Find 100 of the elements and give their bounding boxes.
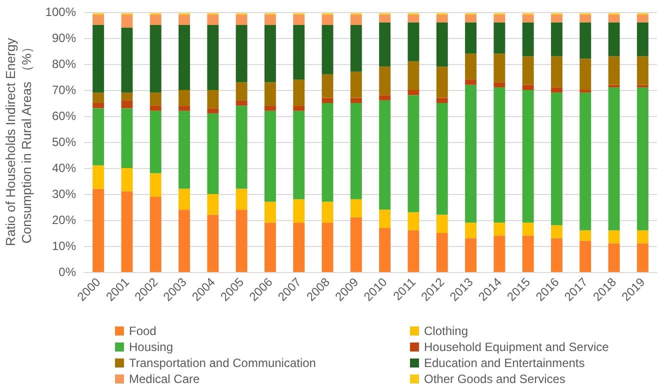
bar: [264, 202, 276, 223]
bar: [92, 25, 104, 93]
legend-label: Transportation and Communication: [129, 356, 316, 370]
bar: [636, 230, 648, 244]
bar: [522, 14, 534, 22]
bar: [350, 103, 362, 200]
bar: [121, 168, 133, 192]
bar: [207, 194, 219, 215]
bar: [608, 22, 620, 56]
bar: [550, 225, 562, 238]
bar: [550, 92, 562, 226]
y-tick-label: 70%: [52, 83, 76, 97]
bar: [264, 106, 276, 111]
bar: [436, 66, 448, 98]
bar: [465, 54, 477, 80]
bar: [322, 14, 334, 25]
bar: [522, 56, 534, 85]
legend-label: Household Equipment and Service: [424, 340, 610, 354]
bar: [121, 92, 133, 100]
bar: [436, 214, 448, 233]
bar: [350, 72, 362, 98]
bar: [436, 233, 448, 272]
legend-label: Food: [129, 324, 156, 338]
bar: [92, 188, 104, 272]
bar: [550, 22, 562, 56]
bar: [436, 14, 448, 22]
bar: [264, 14, 276, 25]
bar: [207, 14, 219, 25]
bar: [150, 110, 162, 174]
bar: [608, 230, 620, 244]
bar: [178, 14, 190, 25]
bar: [408, 22, 420, 62]
bar: [236, 82, 248, 100]
bar: [608, 243, 620, 272]
y-tick-label: 20%: [52, 213, 76, 227]
bar: [379, 14, 391, 22]
bar: [350, 14, 362, 25]
bar: [178, 90, 190, 106]
bar: [494, 14, 506, 22]
bar: [92, 108, 104, 166]
bar: [465, 84, 477, 223]
legend-label: Clothing: [424, 324, 468, 338]
bar: [236, 188, 248, 210]
bar: [178, 188, 190, 210]
bar: [350, 199, 362, 218]
legend-label: Other Goods and Services: [424, 372, 566, 386]
y-axis-title: Ratio of Households Indirect Energy Consumption in Rural Areas （%）: [2, 37, 34, 246]
bar: [236, 210, 248, 272]
y-tick-label: 100%: [45, 5, 76, 19]
bar: [236, 25, 248, 82]
bar: [150, 106, 162, 111]
y-tick-label: 40%: [52, 161, 76, 175]
bar: [608, 87, 620, 230]
bar: [636, 22, 648, 56]
bar: [379, 66, 391, 96]
bar: [121, 191, 133, 272]
bar: [465, 222, 477, 238]
bar: [150, 92, 162, 106]
bar: [150, 196, 162, 272]
bar: [636, 14, 648, 22]
bar: [408, 14, 420, 22]
bar: [408, 61, 420, 90]
bar: [436, 98, 448, 103]
bar: [522, 90, 534, 223]
bar: [293, 106, 305, 111]
y-tick-label: 60%: [52, 109, 76, 123]
bar: [636, 243, 648, 272]
bar: [293, 199, 305, 223]
bar: [92, 103, 104, 108]
bar: [236, 106, 248, 189]
bar: [522, 22, 534, 56]
bar: [494, 236, 506, 272]
bar: [494, 87, 506, 223]
y-tick-label: 80%: [52, 57, 76, 71]
bar: [293, 110, 305, 200]
bar: [178, 106, 190, 111]
bar: [608, 56, 620, 85]
bar: [550, 56, 562, 88]
bar: [408, 95, 420, 212]
bar: [494, 222, 506, 236]
bar: [608, 84, 620, 88]
bar: [264, 222, 276, 272]
bar: [408, 90, 420, 96]
legend-label: Education and Entertainments: [424, 356, 585, 370]
bar: [207, 90, 219, 108]
bar: [580, 22, 592, 59]
bar: [264, 110, 276, 202]
bar: [550, 87, 562, 93]
y-tick-label: 0%: [58, 265, 76, 279]
bar: [150, 25, 162, 93]
bar: [293, 14, 305, 25]
bar: [322, 222, 334, 272]
bar: [465, 80, 477, 85]
bar: [207, 214, 219, 272]
bar: [580, 14, 592, 22]
bar: [322, 202, 334, 223]
bar: [379, 228, 391, 272]
y-tick-label: 90%: [52, 31, 76, 45]
bar: [121, 108, 133, 168]
bar: [408, 230, 420, 272]
